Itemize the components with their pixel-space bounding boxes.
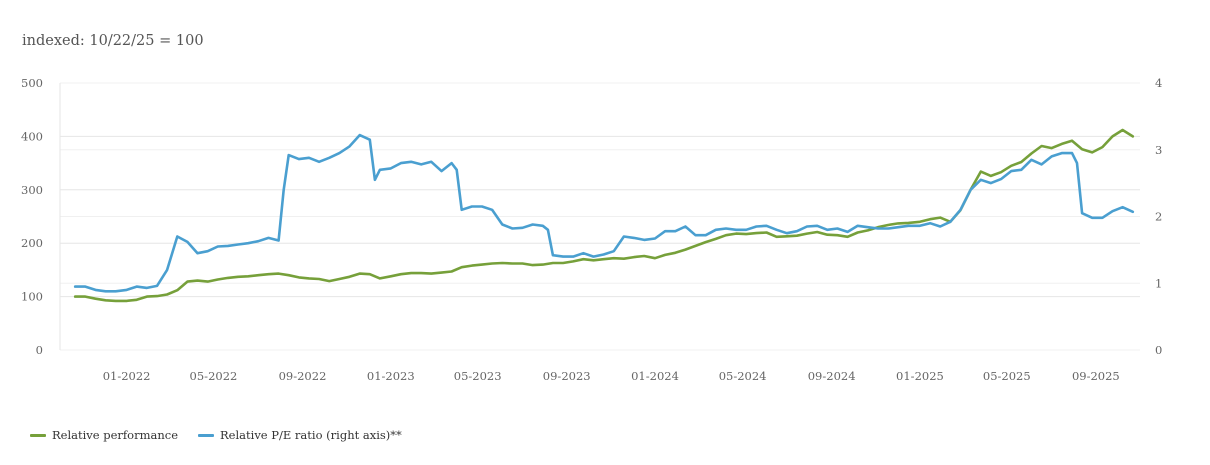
legend-item-performance[interactable]: Relative performance [30,428,178,442]
x-tick-label: 01-2024 [631,369,679,383]
legend-item-pe[interactable]: Relative P/E ratio (right axis)** [198,428,402,442]
chart-subtitle: indexed: 10/22/25 = 100 [22,33,204,49]
y-right-tick-label: 4 [1155,76,1162,90]
y-left-tick-label: 300 [21,183,43,197]
series-line-pe [73,133,1135,293]
legend-swatch-pe [198,433,215,437]
x-tick-label: 01-2022 [103,369,151,383]
x-tick-label: 05-2024 [719,369,767,383]
grid-lines [59,82,1140,351]
y-left-tick-label: 400 [21,129,43,143]
right-axis: 0 1 2 3 4 [1155,76,1162,357]
x-tick-label: 09-2024 [808,369,856,383]
legend: Relative performance Relative P/E ratio … [30,428,402,442]
x-tick-label: 09-2025 [1072,369,1120,383]
y-left-tick-label: 500 [21,76,43,90]
legend-label-performance: Relative performance [52,428,179,442]
legend-label-pe: Relative P/E ratio (right axis)** [220,428,402,442]
x-tick-label: 09-2022 [279,369,327,383]
x-tick-label: 01-2023 [367,369,415,383]
legend-swatch-performance [30,433,46,437]
y-right-tick-label: 1 [1155,276,1162,290]
line-chart: 0 100 200 300 400 500 0 1 2 3 4 01-2022 05-2022 09-… [21,76,1162,383]
y-left-tick-label: 200 [21,236,43,250]
x-tick-label: 09-2023 [543,369,591,383]
y-left-tick-label: 0 [36,343,43,357]
y-left-tick-label: 100 [21,290,43,304]
x-tick-label: 05-2023 [454,369,502,383]
x-tick-label: 01-2025 [896,369,944,383]
y-right-tick-label: 3 [1155,143,1162,157]
left-axis: 0 100 200 300 400 500 [21,76,43,357]
series-line-performance [73,128,1135,303]
series-lines [73,128,1135,303]
y-right-tick-label: 2 [1155,210,1162,224]
x-tick-label: 05-2022 [190,369,238,383]
y-right-tick-label: 0 [1155,343,1162,357]
x-tick-label: 05-2025 [983,369,1031,383]
x-axis: 01-2022 05-2022 09-2022 01-2023 05-2023 09-20… [103,369,1120,383]
